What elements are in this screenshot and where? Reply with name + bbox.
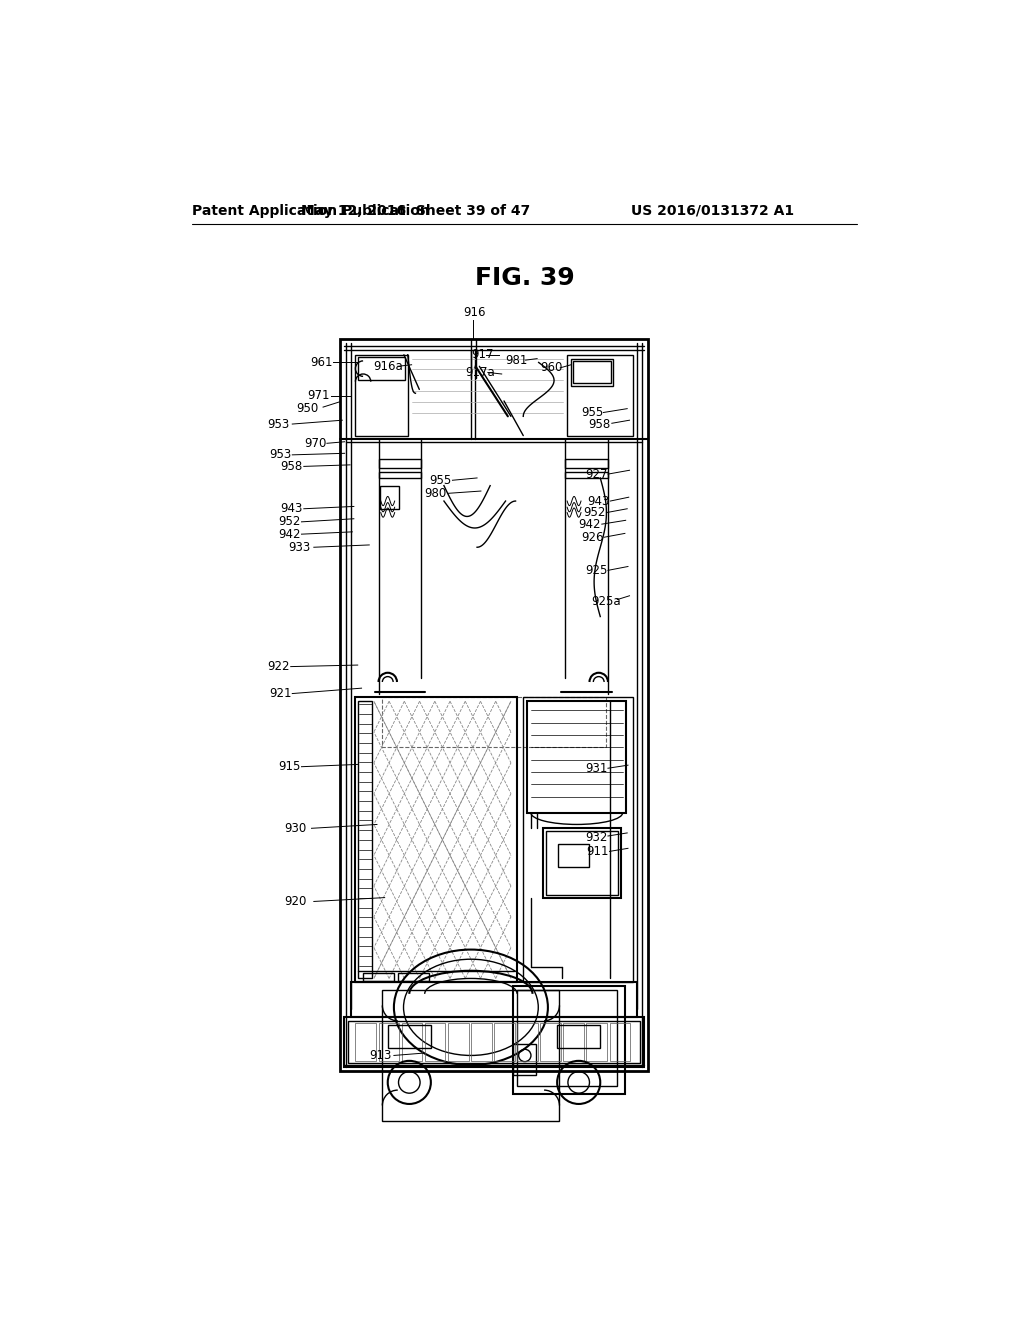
Bar [379, 471, 421, 478]
Text: Patent Application Publication: Patent Application Publication [193, 203, 430, 218]
Text: 916a: 916a [373, 360, 402, 372]
Text: 917a: 917a [466, 366, 496, 379]
Bar [364, 973, 394, 981]
Text: 970: 970 [304, 437, 327, 450]
Bar [563, 1023, 584, 1061]
Bar [447, 1023, 469, 1061]
Bar [355, 697, 517, 982]
Bar [494, 1023, 515, 1061]
Bar [513, 986, 625, 1094]
Bar [388, 1024, 431, 1048]
Bar [340, 339, 648, 1071]
Text: 927: 927 [585, 467, 607, 480]
Text: 943: 943 [281, 502, 303, 515]
Text: 960: 960 [541, 362, 562, 375]
Text: 958: 958 [281, 459, 303, 473]
Bar [344, 1016, 644, 1067]
Bar [358, 701, 373, 978]
Text: 953: 953 [269, 449, 292, 462]
Text: 922: 922 [267, 660, 290, 673]
Bar [379, 459, 421, 469]
Bar [587, 1023, 607, 1061]
Text: May 12, 2016  Sheet 39 of 47: May 12, 2016 Sheet 39 of 47 [301, 203, 530, 218]
Text: 980: 980 [425, 487, 446, 500]
Text: 921: 921 [269, 686, 292, 700]
Bar [382, 990, 559, 1121]
Bar [558, 843, 589, 867]
Bar [573, 360, 611, 383]
Text: 917: 917 [472, 348, 495, 362]
Bar [513, 1044, 537, 1074]
Bar [517, 990, 617, 1086]
Bar [546, 832, 617, 895]
Bar [557, 1024, 600, 1048]
Text: 955: 955 [581, 407, 603, 418]
Text: 932: 932 [585, 832, 607, 843]
Text: 971: 971 [307, 389, 330, 403]
Bar [355, 1023, 376, 1061]
Bar [527, 701, 627, 813]
Text: 925: 925 [585, 564, 607, 577]
Text: US 2016/0131372 A1: US 2016/0131372 A1 [631, 203, 795, 218]
Bar [565, 471, 608, 478]
Bar [565, 459, 608, 469]
Text: 933: 933 [289, 541, 310, 554]
Bar [380, 486, 399, 508]
Text: 920: 920 [285, 895, 307, 908]
Text: 916: 916 [463, 306, 485, 319]
Text: 913: 913 [370, 1049, 391, 1063]
Text: 961: 961 [310, 356, 333, 370]
Bar [355, 355, 408, 436]
Text: 952: 952 [584, 506, 605, 519]
Text: 958: 958 [589, 418, 611, 432]
Bar [397, 973, 429, 981]
Text: 955: 955 [429, 474, 452, 487]
Bar [541, 1023, 561, 1061]
Bar [379, 1023, 399, 1061]
Text: 942: 942 [579, 517, 601, 531]
Bar [567, 355, 633, 436]
Bar [543, 829, 621, 898]
Text: 953: 953 [267, 417, 290, 430]
Bar [401, 1023, 422, 1061]
Text: 981: 981 [506, 354, 528, 367]
Bar [357, 358, 406, 380]
Bar [517, 1023, 538, 1061]
Bar [382, 697, 605, 747]
Text: 911: 911 [587, 845, 609, 858]
Bar [523, 697, 633, 982]
Text: 952: 952 [279, 515, 301, 528]
Bar [571, 359, 613, 385]
Text: 931: 931 [585, 762, 607, 775]
Bar [425, 1023, 445, 1061]
Text: 930: 930 [285, 822, 307, 834]
Bar [351, 982, 637, 1016]
Text: 942: 942 [279, 528, 301, 541]
Bar [609, 1023, 631, 1061]
Text: FIG. 39: FIG. 39 [475, 265, 574, 290]
Text: 926: 926 [581, 531, 603, 544]
Text: 950: 950 [296, 403, 318, 416]
Bar [348, 1020, 640, 1063]
Text: 925a: 925a [591, 594, 621, 607]
Bar [471, 1023, 492, 1061]
Text: 943: 943 [587, 495, 609, 508]
Text: 915: 915 [279, 760, 301, 774]
